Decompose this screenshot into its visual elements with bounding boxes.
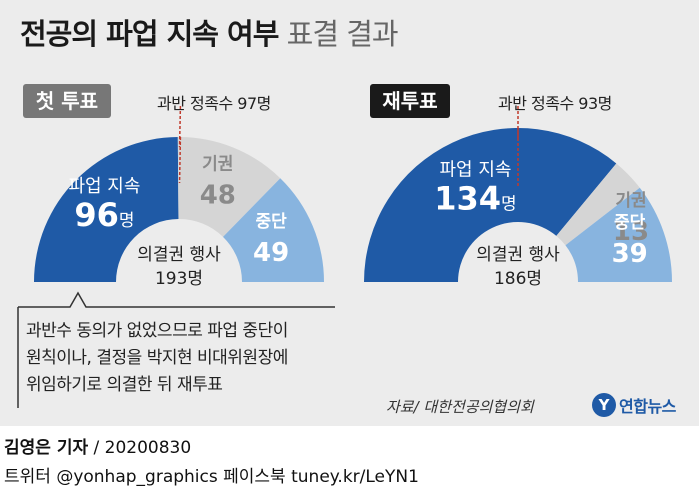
slice-abstain: [556, 163, 640, 246]
note-text: 과반수 동의가 없었으므로 파업 중단이 원칙이나, 결정을 박지현 비대위원장…: [26, 318, 356, 399]
publish-date: / 20200830: [88, 438, 192, 458]
note-line: 과반수 동의가 없었으므로 파업 중단이: [26, 321, 288, 341]
total-label: 의결권 행사: [137, 245, 221, 265]
slice-name: 기권: [615, 191, 646, 211]
slice-stop: [223, 178, 324, 282]
round-badge: 첫 투표: [23, 84, 111, 118]
slice-value: 134명: [434, 179, 516, 217]
total-value: 186명: [494, 269, 542, 289]
byline: 김영은 기자 / 20200830: [4, 433, 191, 458]
logo-name: 연합뉴스: [619, 397, 676, 416]
total-label: 의결권 행사: [476, 245, 560, 265]
slice-label-stop: 중단 49: [253, 212, 289, 268]
total-value: 193명: [155, 269, 203, 289]
slice-name: 중단: [256, 212, 288, 232]
round-badge-bg: [370, 84, 450, 118]
slice-label-abstain: 기권 13: [613, 191, 649, 247]
quorum-line: [178, 105, 182, 148]
slice-value: 39: [612, 239, 648, 269]
title-main: 전공의 파업 지속 여부: [20, 17, 279, 51]
slice-name: 파업 지속: [439, 159, 511, 180]
round-label: 첫 투표: [36, 89, 98, 113]
page-title: 전공의 파업 지속 여부 표결 결과: [20, 16, 399, 52]
slice-name: 기권: [202, 155, 233, 175]
slice-name: 중단: [614, 213, 646, 233]
slice-value: 13: [613, 217, 649, 247]
slice-stop: [565, 187, 672, 282]
round-badge-bg: [23, 84, 111, 118]
note-line: 위임하기로 의결한 뒤 재투표: [26, 375, 223, 395]
slice-strike: [34, 137, 179, 282]
slice-value: 49: [253, 238, 289, 268]
slice-abstain: [177, 137, 281, 237]
slice-name: 파업 지속: [68, 176, 140, 197]
slice-value: 96명: [74, 196, 134, 234]
logo-mark: Y: [592, 393, 616, 417]
round-label: 재투표: [382, 89, 437, 113]
social-links: 트위터 @yonhap_graphics 페이스북 tuney.kr/LeYN1: [4, 467, 419, 487]
slice-strike: [364, 127, 617, 282]
slice-label-abstain: 기권 48: [200, 155, 236, 211]
quorum-label: 과반 정족수 97명: [157, 94, 271, 113]
quorum-label: 과반 정족수 93명: [498, 94, 612, 113]
author-name: 김영은 기자: [4, 438, 89, 458]
title-sub: 표결 결과: [286, 17, 399, 51]
quorum-line-inner: [178, 136, 182, 184]
slice-value: 48: [200, 181, 236, 211]
round-badge: 재투표: [370, 84, 450, 118]
slice-label-stop: 중단 39: [612, 213, 648, 269]
note-line: 원칙이나, 결정을 박지현 비대위원장에: [26, 348, 288, 368]
yonhap-logo: Y 연합뉴스: [592, 391, 676, 419]
source-text: 자료/ 대한전공의협의회: [386, 398, 534, 416]
note-callout-line: [18, 291, 335, 308]
